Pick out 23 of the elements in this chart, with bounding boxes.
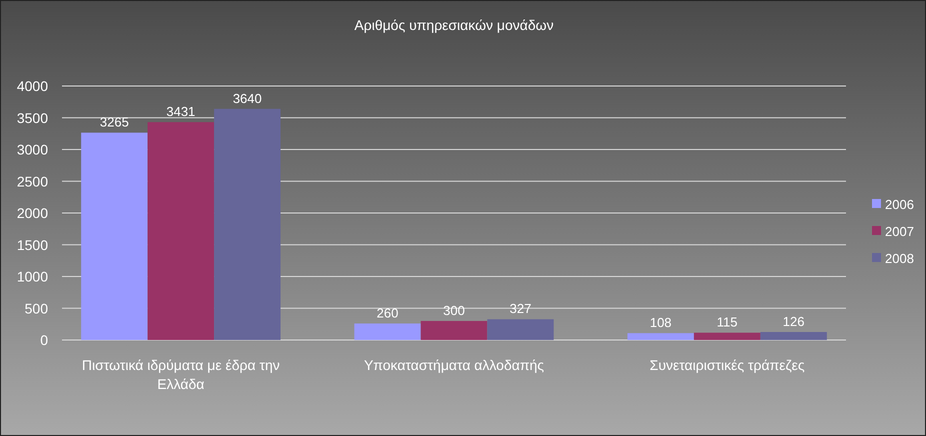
legend-label: 2007 [885, 224, 914, 239]
data-label: 126 [782, 314, 804, 329]
y-tick-label: 3500 [16, 110, 48, 126]
data-label: 115 [716, 314, 738, 330]
y-tick-label: 1000 [16, 268, 48, 284]
y-tick-label: 4000 [16, 78, 48, 94]
y-tick-label: 0 [40, 332, 48, 348]
x-tick-label: Συνεταιριστικές τράπεζες [650, 357, 805, 373]
data-label: 3431 [166, 104, 196, 120]
x-tick-label: Υποκαταστήματα αλλοδαπής [364, 357, 544, 373]
y-tick-label: 3000 [16, 142, 48, 158]
y-tick-label: 500 [24, 300, 48, 316]
chart-title: Αριθμός υπηρεσιακών μονάδων [354, 17, 554, 33]
legend-label: 2006 [885, 197, 914, 212]
legend-label: 2008 [885, 251, 914, 266]
y-tick-label: 2500 [16, 173, 48, 190]
y-tick-label: 2000 [16, 205, 48, 221]
data-label: 3640 [232, 90, 262, 106]
data-label: 3265 [100, 114, 129, 130]
y-tick-label: 1500 [16, 236, 48, 253]
x-tick-label: Πιστωτικά ιδρύματα με έδρα την Ελλάδα [82, 357, 280, 392]
data-label: 108 [650, 315, 672, 330]
data-label: 260 [376, 305, 398, 320]
